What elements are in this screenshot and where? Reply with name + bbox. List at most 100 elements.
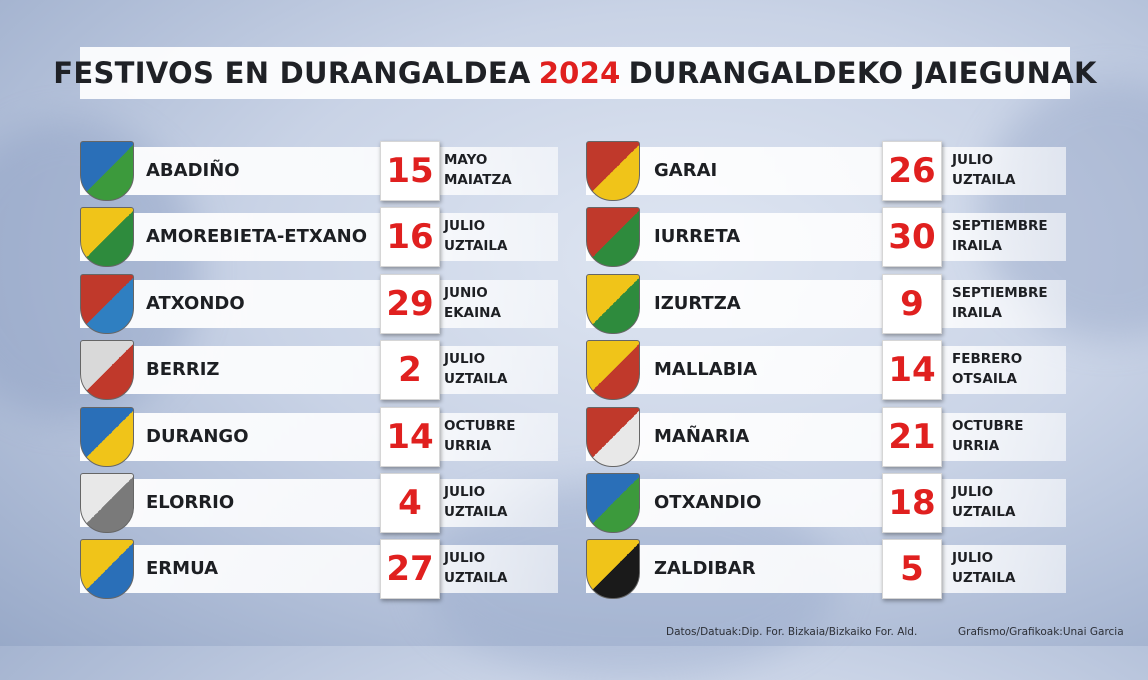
holiday-row: IURRETA 30 SEPTIEMBRE IRAILA: [586, 207, 1066, 268]
iurreta-coat-of-arms: [586, 207, 640, 268]
holiday-day: 16: [380, 207, 440, 268]
municipality-name: MALLABIA: [654, 359, 758, 381]
municipality-name: IURRETA: [654, 226, 741, 248]
holiday-month: JULIO UZTAILA: [444, 349, 507, 389]
title-year: 2024: [538, 56, 621, 90]
elorrio-coat-of-arms: [80, 473, 134, 533]
holiday-day: 27: [380, 539, 440, 600]
holiday-month: JULIO UZTAILA: [952, 150, 1015, 190]
holiday-month: MAYO MAIATZA: [444, 150, 512, 190]
holiday-month: JULIO UZTAILA: [952, 548, 1015, 588]
holiday-row: GARAI 26 JULIO UZTAILA: [586, 141, 1066, 201]
month-spanish: JULIO: [952, 152, 994, 168]
garai-coat-of-arms: [586, 141, 640, 201]
row-background: [80, 412, 558, 461]
title-suffix: DURANGALDEKO JAIEGUNAK: [628, 56, 1097, 90]
municipality-name: DURANGO: [146, 425, 249, 447]
holiday-day: 21: [882, 406, 942, 467]
month-basque: URRIA: [952, 437, 1000, 454]
holiday-row: BERRIZ 2 JULIO UZTAILA: [80, 340, 558, 401]
municipality-name: MAÑARIA: [654, 425, 750, 447]
holiday-month: FEBRERO OTSAILA: [952, 349, 1022, 389]
holiday-day: 14: [380, 406, 440, 467]
holiday-month: JUNIO EKAINA: [444, 283, 501, 323]
amorebieta-coat-of-arms: [80, 207, 134, 268]
holiday-day: 15: [380, 141, 440, 201]
month-spanish: JULIO: [952, 550, 994, 567]
row-background: [586, 147, 1066, 195]
month-basque: UZTAILA: [444, 371, 508, 388]
holiday-day: 18: [882, 473, 942, 533]
durango-coat-of-arms: [80, 406, 134, 467]
municipality-name: GARAI: [654, 160, 718, 181]
municipality-name: BERRIZ: [146, 359, 220, 381]
month-spanish: OCTUBRE: [952, 417, 1024, 434]
holiday-month: JULIO UZTAILA: [444, 548, 507, 588]
holiday-month: SEPTIEMBRE IRAILA: [952, 283, 1048, 323]
month-basque: UZTAILA: [444, 504, 508, 520]
holiday-month: OCTUBRE URRIA: [952, 416, 1023, 456]
mallabia-coat-of-arms: [586, 340, 640, 401]
holiday-row: ERMUA 27 JULIO UZTAILA: [80, 539, 558, 600]
holiday-day: 2: [380, 340, 440, 401]
holiday-row: ABADIÑO 15 MAYO MAIATZA: [80, 141, 558, 201]
holiday-row: ELORRIO 4 JULIO UZTAILA: [80, 473, 558, 533]
holiday-month: JULIO UZTAILA: [444, 482, 507, 522]
holiday-day: 29: [380, 273, 440, 334]
municipality-name: AMOREBIETA-ETXANO: [146, 226, 368, 248]
month-spanish: MAYO: [444, 152, 488, 168]
ermua-coat-of-arms: [80, 539, 134, 600]
month-spanish: JULIO: [952, 484, 994, 500]
berriz-coat-of-arms: [80, 340, 134, 401]
holiday-day: 5: [882, 539, 942, 600]
month-spanish: JULIO: [444, 218, 486, 235]
month-basque: UZTAILA: [952, 570, 1016, 587]
holiday-row: OTXANDIO 18 JULIO UZTAILA: [586, 473, 1066, 533]
row-background: [80, 279, 558, 328]
month-basque: UZTAILA: [444, 570, 508, 587]
row-background: [80, 545, 558, 594]
municipality-name: ZALDIBAR: [654, 558, 756, 580]
row-background: [586, 346, 1066, 395]
holiday-month: OCTUBRE URRIA: [444, 416, 515, 456]
municipality-name: ERMUA: [146, 558, 219, 580]
month-basque: URRIA: [444, 437, 492, 454]
month-basque: UZTAILA: [952, 172, 1016, 188]
atxondo-coat-of-arms: [80, 273, 134, 334]
municipality-name: ABADIÑO: [146, 160, 240, 181]
municipality-name: ATXONDO: [146, 292, 245, 314]
izurtza-coat-of-arms: [586, 273, 640, 334]
row-background: [80, 213, 558, 262]
holiday-row: IZURTZA 9 SEPTIEMBRE IRAILA: [586, 273, 1066, 334]
month-spanish: SEPTIEMBRE: [952, 218, 1048, 235]
holiday-day: 9: [882, 273, 942, 334]
holiday-row: AMOREBIETA-ETXANO 16 JULIO UZTAILA: [80, 207, 558, 268]
holiday-month: JULIO UZTAILA: [952, 482, 1015, 522]
month-spanish: JULIO: [444, 484, 486, 500]
month-basque: MAIATZA: [444, 172, 512, 188]
row-background: [586, 545, 1066, 594]
holiday-row: MALLABIA 14 FEBRERO OTSAILA: [586, 340, 1066, 401]
data-credit: Datos/Datuak:Dip. For. Bizkaia/Bizkaiko …: [666, 626, 918, 638]
holiday-day: 4: [380, 473, 440, 533]
month-basque: UZTAILA: [952, 504, 1016, 520]
municipality-name: IZURTZA: [654, 292, 741, 314]
month-basque: EKAINA: [444, 304, 501, 321]
row-background: [586, 279, 1066, 328]
holiday-row: DURANGO 14 OCTUBRE URRIA: [80, 406, 558, 467]
municipality-name: OTXANDIO: [654, 492, 762, 513]
holiday-month: JULIO UZTAILA: [444, 216, 507, 256]
holiday-row: ZALDIBAR 5 JULIO UZTAILA: [586, 539, 1066, 600]
holiday-month: SEPTIEMBRE IRAILA: [952, 216, 1048, 256]
title-prefix: FESTIVOS EN DURANGALDEA: [53, 56, 531, 90]
page-title: FESTIVOS EN DURANGALDEA 2024 DURANGALDEK…: [53, 47, 1096, 99]
abadino-coat-of-arms: [80, 141, 134, 201]
municipality-name: ELORRIO: [146, 492, 235, 513]
row-background: [80, 479, 558, 527]
month-basque: UZTAILA: [444, 238, 508, 255]
holiday-day: 26: [882, 141, 942, 201]
month-basque: IRAILA: [952, 238, 1002, 255]
row-background: [80, 147, 558, 195]
zaldibar-coat-of-arms: [586, 539, 640, 600]
month-spanish: OCTUBRE: [444, 417, 516, 434]
